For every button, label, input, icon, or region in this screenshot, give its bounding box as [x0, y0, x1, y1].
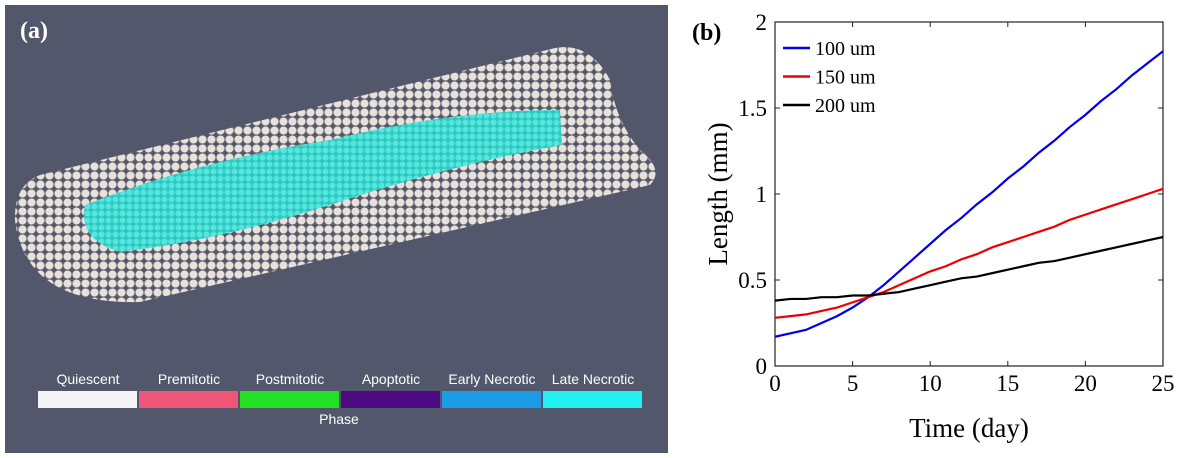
x-axis-label: Time (day): [909, 413, 1029, 443]
legend-swatch: [240, 391, 339, 408]
x-tick-label: 25: [1152, 371, 1175, 396]
y-tick-label: 1.5: [738, 96, 767, 121]
legend-label: Early Necrotic: [448, 371, 535, 387]
legend-swatch: [442, 391, 541, 408]
x-tick-label: 10: [919, 371, 942, 396]
x-tick-label: 0: [769, 371, 781, 396]
series-line: [774, 235, 1164, 302]
legend-swatch: [38, 391, 137, 408]
series-line: [774, 50, 1164, 338]
legend-swatch: [341, 391, 440, 408]
panel-label: (a): [20, 18, 48, 44]
legend-label: 150 um: [815, 67, 876, 89]
legend-label: Quiescent: [56, 371, 119, 387]
phase-legend: Quiescent Premitotic Postmitotic Apoptotic E…: [38, 371, 642, 408]
plot: 0 5 10 15 20 25 0 0.5 1 1.5 2 100 um 150 um 200 um: [738, 10, 1174, 396]
legend-title: Phase: [319, 411, 359, 427]
legend-label: Premitotic: [158, 371, 220, 387]
legend-label: Postmitotic: [256, 371, 324, 387]
legend-label: 100 um: [815, 38, 876, 60]
x-tick-label: 20: [1074, 371, 1097, 396]
legend-swatch: [139, 391, 238, 408]
y-axis-label: Length (mm): [703, 122, 733, 265]
x-tick-label: 5: [847, 371, 859, 396]
legend-label: Apoptotic: [362, 371, 420, 387]
legend-label: 200 um: [815, 95, 876, 117]
necrotic-core: [84, 110, 562, 252]
legend-label: Late Necrotic: [552, 371, 634, 387]
panel-label: (b): [692, 20, 721, 46]
y-tick-label: 2: [756, 10, 768, 35]
y-tick-label: 0: [756, 354, 768, 379]
series-line: [774, 187, 1164, 319]
y-tick-label: 1: [756, 182, 768, 207]
y-tick-label: 0.5: [738, 268, 767, 293]
x-tick-label: 15: [996, 371, 1019, 396]
legend-swatch: [543, 391, 642, 408]
